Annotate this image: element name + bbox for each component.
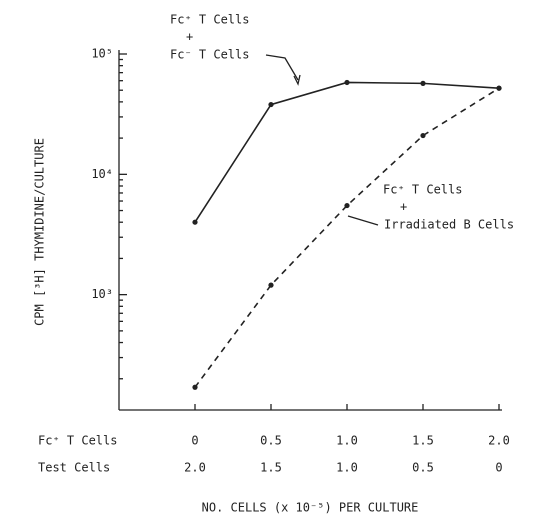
annotation-arrow xyxy=(265,54,299,81)
point xyxy=(344,202,350,209)
point xyxy=(192,219,198,225)
annotation: Irradiated B Cells xyxy=(384,218,514,232)
x-tick-label: 0 xyxy=(191,434,198,448)
point xyxy=(420,80,426,86)
y-tick-label: 10⁴ xyxy=(91,167,113,181)
x2-tick-label: 2.0 xyxy=(184,461,206,475)
x-tick-label: 2.0 xyxy=(488,434,510,448)
x2-tick-label: 0.5 xyxy=(412,461,434,475)
x-tick-label: 1.5 xyxy=(412,434,434,448)
annotation: + xyxy=(400,200,407,214)
point xyxy=(268,101,274,108)
annotation-arrow xyxy=(293,74,301,86)
y-tick-label: 10⁵ xyxy=(91,47,113,61)
x-row-label: Fc⁺ T Cells xyxy=(38,434,117,448)
point xyxy=(496,85,502,91)
y-axis-label: CPM [³H] THYMIDINE/CULTURE xyxy=(33,138,47,326)
annotation: + xyxy=(186,30,193,44)
x2-tick-label: 0 xyxy=(495,461,502,475)
x-row-label: Test Cells xyxy=(38,461,110,475)
point xyxy=(344,79,350,86)
x-tick-label: 1.0 xyxy=(336,434,358,448)
annotation: Fc⁻ T Cells xyxy=(170,48,249,62)
x2-tick-label: 1.0 xyxy=(336,461,358,475)
series-line xyxy=(194,81,500,223)
y-tick-label: 10³ xyxy=(91,287,113,301)
point xyxy=(420,132,426,139)
x-axis-label: NO. CELLS (x 10⁻⁵) PER CULTURE xyxy=(202,501,419,515)
annotation: Fc⁺ T Cells xyxy=(170,13,249,27)
annotation: Fc⁺ T Cells xyxy=(383,183,462,197)
point xyxy=(268,282,274,288)
x-tick-label: 0.5 xyxy=(260,434,282,448)
x2-tick-label: 1.5 xyxy=(260,461,282,475)
series-line xyxy=(194,87,500,388)
point xyxy=(192,384,198,390)
annotation-arrow xyxy=(347,215,379,226)
